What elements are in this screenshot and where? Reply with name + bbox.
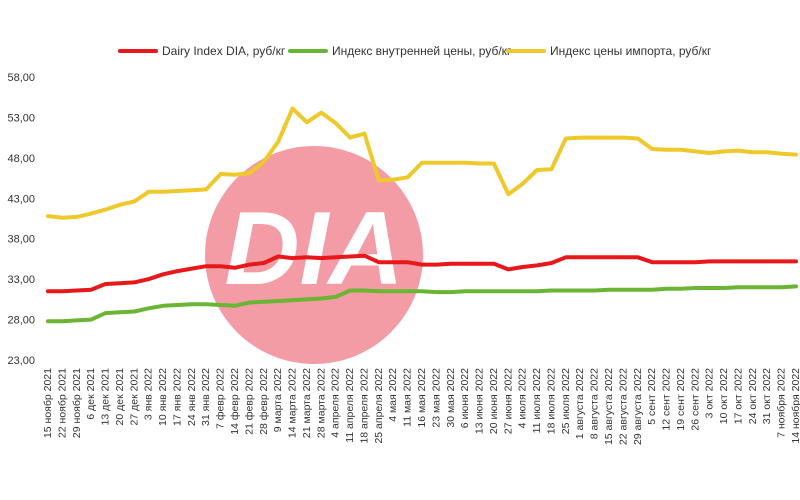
x-tick-label: 31 окт 2022 (761, 368, 773, 424)
y-tick-label: 53,00 (7, 112, 35, 124)
x-tick-label: 4 июля 2022 (517, 368, 529, 429)
x-tick-label: 17 янв 2022 (171, 368, 183, 426)
series-line-0 (46, 253, 798, 294)
x-tick-label: 25 апреля 2022 (373, 368, 385, 444)
x-tick-label: 23 мая 2022 (430, 368, 442, 428)
x-tick-label: 11 июля 2022 (531, 368, 543, 434)
x-tick-label: 11 мая 2022 (402, 368, 414, 427)
chart-legend: Dairy Index DIA, руб/кг Индекс внутренне… (0, 44, 800, 64)
y-tick-label: 58,00 (7, 72, 35, 84)
x-tick-label: 10 окт 2022 (718, 368, 730, 424)
y-tick-label: 48,00 (7, 153, 35, 165)
y-tick-label: 23,00 (7, 355, 35, 367)
legend-swatch-yellow (506, 49, 546, 53)
x-tick-label: 17 окт 2022 (732, 368, 744, 424)
x-tick-label: 14 марта 2022 (287, 368, 299, 438)
y-axis: 23,00 28,00 33,00 38,00 43,00 48,00 53,00 58,00 (7, 72, 35, 367)
x-tick-label: 6 дек 2021 (85, 368, 97, 420)
legend-label-import: Индекс цены импорта, руб/кг (550, 44, 712, 58)
x-tick-label: 3 окт 2022 (704, 368, 716, 419)
x-tick-label: 14 февр 2022 (229, 368, 241, 435)
x-tick-label: 12 сент 2022 (661, 368, 673, 431)
x-tick-label: 14 ноября 2022 (790, 368, 800, 444)
x-tick-label: 21 марта 2022 (301, 368, 313, 438)
x-tick-label: 10 янв 2022 (157, 368, 169, 426)
x-tick-label: 21 февр 2022 (243, 368, 255, 435)
x-tick-label: 20 дек 2021 (114, 368, 126, 426)
legend-swatch-green (288, 49, 328, 53)
x-tick-label: 4 мая 2022 (387, 368, 399, 422)
legend-item-dia: Dairy Index DIA, руб/кг (118, 44, 285, 58)
x-tick-label: 24 окт 2022 (747, 368, 759, 424)
x-tick-label: 18 апреля 2022 (358, 368, 370, 444)
x-tick-label: 13 июня 2022 (474, 368, 486, 434)
legend-label-dia: Dairy Index DIA, руб/кг (162, 44, 286, 58)
x-tick-label: 28 марта 2022 (315, 368, 327, 438)
x-tick-label: 25 июля 2022 (560, 368, 572, 434)
x-tick-label: 31 янв 2022 (200, 368, 212, 426)
x-tick-label: 7 февр 2022 (215, 368, 227, 429)
x-tick-label: 26 сент 2022 (689, 368, 701, 431)
x-tick-label: 27 июня 2022 (502, 368, 514, 434)
x-tick-label: 3 янв 2022 (143, 368, 155, 420)
x-tick-label: 11 апреля 2022 (344, 368, 356, 443)
x-tick-label: 30 мая 2022 (445, 368, 457, 428)
x-axis: 15 ноябр 2021 22 ноябр 2021 29 ноябр 2021 6… (42, 368, 800, 445)
x-tick-label: 29 августа 2022 (632, 368, 644, 445)
x-tick-label: 27 дек 2021 (128, 368, 140, 426)
x-tick-label: 8 августа 2022 (589, 368, 601, 439)
x-tick-label: 22 ноябр 2021 (56, 368, 68, 438)
legend-swatch-red (118, 49, 158, 53)
x-tick-label: 16 мая 2022 (416, 368, 428, 428)
x-tick-label: 24 янв 2022 (186, 368, 198, 426)
y-tick-label: 28,00 (7, 315, 35, 327)
x-tick-label: 5 сент 2022 (646, 368, 658, 425)
x-tick-label: 4 апреля 2022 (330, 368, 342, 438)
x-tick-label: 29 ноябр 2021 (71, 368, 83, 438)
legend-label-domestic: Индекс внутренней цены, руб/кг (332, 44, 512, 58)
x-tick-label: 6 июня 2022 (459, 368, 471, 428)
y-tick-label: 38,00 (7, 234, 35, 246)
watermark-logo: DIA (205, 146, 423, 364)
x-tick-label: 19 сент 2022 (675, 368, 687, 431)
x-tick-label: 9 марта 2022 (272, 368, 284, 432)
y-tick-label: 33,00 (7, 274, 35, 286)
x-tick-label: 1 августа 2022 (574, 368, 586, 439)
x-tick-label: 20 июня 2022 (488, 368, 500, 434)
series-line-2 (46, 106, 798, 220)
series-line-1 (46, 284, 798, 324)
x-tick-label: 7 ноября 2022 (776, 368, 788, 438)
series-lines (46, 106, 798, 324)
x-tick-label: 15 августа 2022 (603, 368, 615, 445)
x-tick-label: 28 февр 2022 (258, 368, 270, 435)
svg-text:DIA: DIA (224, 191, 403, 307)
x-tick-label: 22 августа 2022 (617, 368, 629, 445)
legend-item-domestic: Индекс внутренней цены, руб/кг (288, 44, 511, 58)
x-tick-label: 18 июля 2022 (545, 368, 557, 434)
x-tick-label: 15 ноябр 2021 (42, 368, 54, 438)
legend-item-import: Индекс цены импорта, руб/кг (506, 44, 711, 58)
y-tick-label: 43,00 (7, 193, 35, 205)
x-tick-label: 13 дек 2021 (100, 368, 112, 426)
